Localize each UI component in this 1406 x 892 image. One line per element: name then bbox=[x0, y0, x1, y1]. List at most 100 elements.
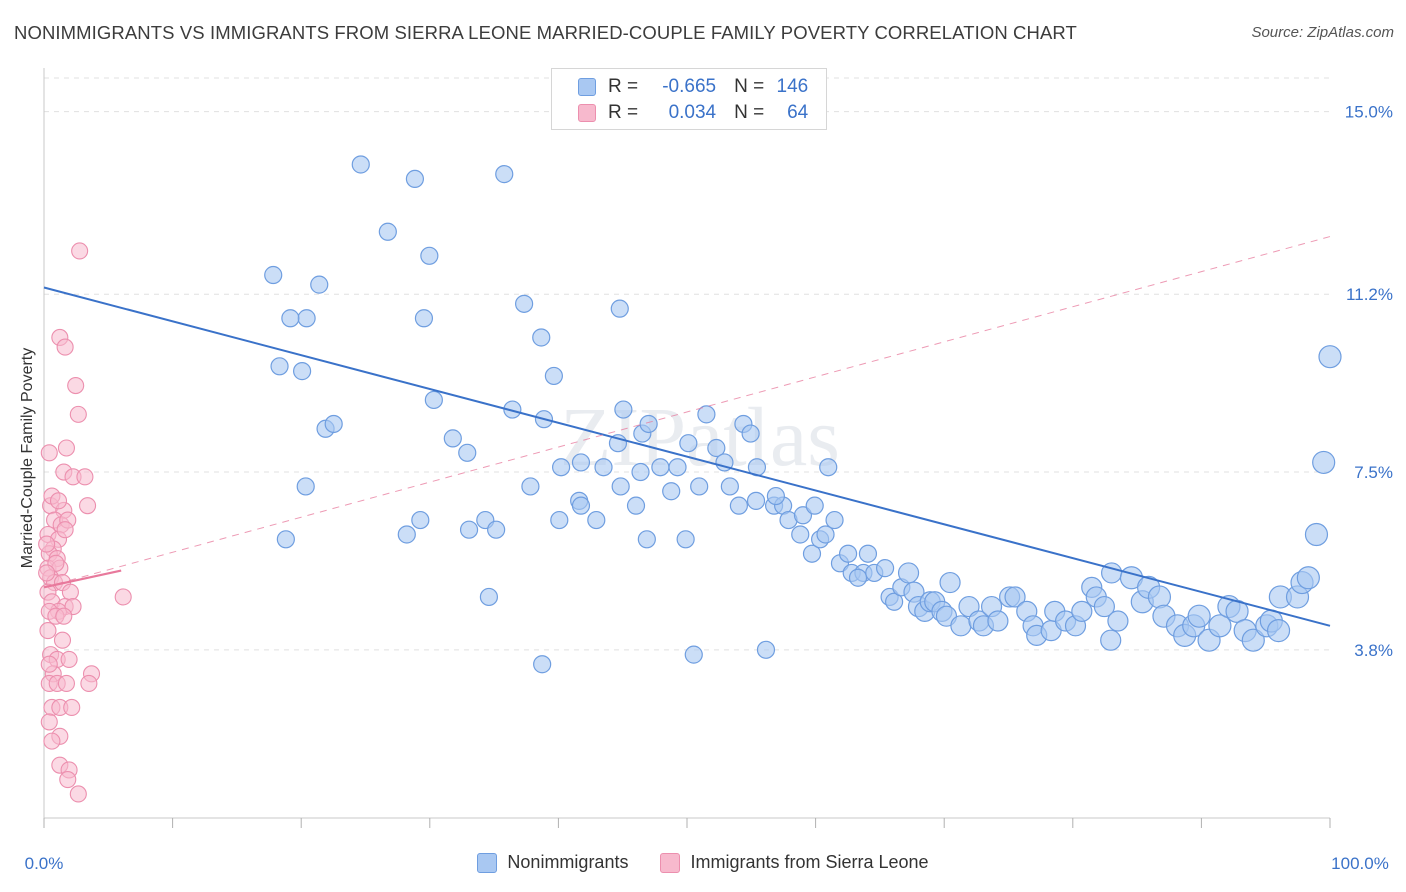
legend-n-value: 146 bbox=[776, 76, 809, 97]
data-point-nonimmigrant bbox=[587, 510, 606, 530]
data-point-nonimmigrant bbox=[1093, 595, 1115, 618]
data-point-nonimmigrant bbox=[885, 592, 904, 611]
data-point-nonimmigrant bbox=[668, 458, 687, 477]
data-point-immigrant bbox=[60, 650, 78, 668]
data-point-nonimmigrant bbox=[610, 299, 629, 318]
x-tick-label: 0.0% bbox=[25, 854, 64, 873]
y-tick-label: 7.5% bbox=[1354, 463, 1393, 482]
data-point-immigrant bbox=[114, 588, 132, 606]
data-point-nonimmigrant bbox=[503, 400, 522, 419]
data-point-nonimmigrant bbox=[487, 520, 506, 539]
data-point-nonimmigrant bbox=[684, 645, 703, 664]
data-point-nonimmigrant bbox=[414, 309, 434, 328]
legend-r-label: R = bbox=[608, 102, 639, 123]
series-legend: Nonimmigrants Immigrants from Sierra Leo… bbox=[0, 852, 1406, 873]
data-point-nonimmigrant bbox=[1241, 628, 1265, 652]
data-point-immigrant bbox=[71, 242, 89, 260]
data-point-nonimmigrant bbox=[296, 477, 315, 496]
data-point-nonimmigrant bbox=[662, 482, 681, 501]
trend-lines bbox=[43, 236, 1331, 627]
data-point-nonimmigrant bbox=[479, 587, 499, 607]
data-point-nonimmigrant bbox=[1071, 600, 1093, 622]
legend-swatch-blue bbox=[578, 78, 596, 96]
data-point-nonimmigrant bbox=[987, 610, 1009, 632]
legend-r-value: 0.034 bbox=[668, 102, 717, 123]
data-point-immigrant bbox=[76, 468, 94, 486]
data-point-nonimmigrant bbox=[515, 294, 534, 313]
data-point-immigrant bbox=[80, 674, 98, 693]
data-point-nonimmigrant bbox=[614, 400, 633, 419]
legend-item-nonimmigrants: Nonimmigrants bbox=[477, 852, 628, 873]
data-point-immigrant bbox=[40, 713, 58, 731]
data-point-nonimmigrant bbox=[838, 544, 858, 563]
data-point-immigrant bbox=[43, 732, 61, 750]
data-point-nonimmigrant bbox=[397, 525, 416, 544]
data-point-immigrant bbox=[38, 564, 56, 582]
data-point-nonimmigrant bbox=[459, 520, 479, 539]
legend-item-immigrants: Immigrants from Sierra Leone bbox=[660, 852, 929, 873]
data-point-nonimmigrant bbox=[631, 462, 650, 482]
legend-n-value: 64 bbox=[787, 102, 809, 123]
data-point-nonimmigrant bbox=[443, 429, 462, 448]
data-point-nonimmigrant bbox=[1187, 604, 1211, 628]
data-point-nonimmigrant bbox=[378, 222, 397, 241]
legend-n-label: N = bbox=[734, 102, 765, 123]
data-point-immigrant bbox=[53, 631, 72, 649]
data-point-nonimmigrant bbox=[1296, 566, 1320, 590]
data-point-nonimmigrant bbox=[720, 477, 739, 496]
data-point-nonimmigrant bbox=[1004, 586, 1026, 608]
data-point-nonimmigrant bbox=[858, 544, 878, 563]
data-point-nonimmigrant bbox=[950, 615, 972, 637]
grid-lines bbox=[44, 77, 1330, 651]
data-point-nonimmigrant bbox=[1208, 614, 1232, 638]
data-point-nonimmigrant bbox=[424, 390, 443, 410]
series-nonimmigrants bbox=[264, 155, 1342, 674]
data-point-nonimmigrant bbox=[791, 525, 810, 544]
data-point-nonimmigrant bbox=[848, 568, 868, 587]
data-point-nonimmigrant bbox=[639, 414, 658, 434]
data-point-nonimmigrant bbox=[697, 405, 716, 424]
data-point-nonimmigrant bbox=[458, 443, 477, 462]
legend-swatch-pink bbox=[578, 104, 596, 122]
data-point-immigrant bbox=[49, 492, 68, 510]
data-point-immigrant bbox=[61, 583, 79, 601]
data-point-nonimmigrant bbox=[293, 362, 312, 381]
data-point-nonimmigrant bbox=[533, 655, 552, 674]
trend-line-nonimmigrants bbox=[43, 286, 1331, 627]
data-point-nonimmigrant bbox=[939, 571, 961, 594]
trend-line-immigrants-extended bbox=[43, 236, 1331, 588]
data-point-nonimmigrant bbox=[707, 438, 726, 458]
data-point-nonimmigrant bbox=[676, 530, 695, 549]
data-point-nonimmigrant bbox=[611, 477, 630, 496]
data-point-immigrant bbox=[67, 376, 85, 395]
data-point-nonimmigrant bbox=[544, 366, 563, 386]
data-point-nonimmigrant bbox=[310, 275, 329, 294]
data-point-nonimmigrant bbox=[766, 486, 785, 506]
legend-row-nonimmigrants: R = -0.665 N = 146 bbox=[578, 74, 808, 100]
data-point-nonimmigrant bbox=[571, 496, 591, 515]
data-point-nonimmigrant bbox=[897, 562, 920, 584]
data-point-immigrant bbox=[39, 622, 57, 640]
legend-row-immigrants: R = 0.034 N = 64 bbox=[578, 100, 808, 126]
data-point-nonimmigrant bbox=[411, 510, 430, 530]
data-point-nonimmigrant bbox=[351, 155, 370, 174]
data-point-immigrant bbox=[59, 771, 77, 789]
data-point-nonimmigrant bbox=[1100, 629, 1122, 651]
data-point-nonimmigrant bbox=[651, 458, 670, 477]
data-point-nonimmigrant bbox=[958, 595, 980, 618]
data-point-nonimmigrant bbox=[550, 510, 569, 530]
data-point-nonimmigrant bbox=[495, 165, 514, 184]
data-point-nonimmigrant bbox=[594, 458, 613, 477]
data-point-nonimmigrant bbox=[626, 496, 646, 515]
data-point-immigrant bbox=[79, 497, 97, 515]
data-point-nonimmigrant bbox=[875, 559, 895, 578]
data-point-nonimmigrant bbox=[729, 496, 748, 515]
data-point-nonimmigrant bbox=[324, 414, 343, 434]
legend-r-label: R = bbox=[608, 76, 639, 97]
y-axis-label: Married-Couple Family Poverty bbox=[19, 347, 36, 569]
tick-labels: 3.8% 7.5% 11.2% 15.0% 0.0% 100.0% bbox=[25, 103, 1393, 873]
data-point-nonimmigrant bbox=[1318, 345, 1342, 369]
data-point-nonimmigrant bbox=[690, 477, 709, 496]
legend-r-value: -0.665 bbox=[662, 76, 717, 97]
data-point-immigrant bbox=[63, 698, 81, 717]
